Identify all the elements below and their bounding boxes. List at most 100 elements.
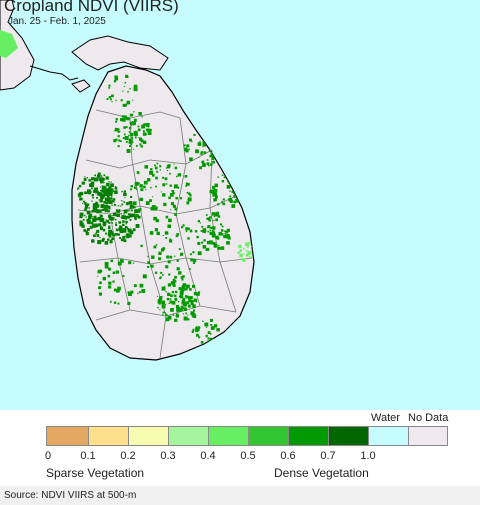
vegetation-pixel	[116, 209, 120, 213]
vegetation-pixel	[233, 195, 237, 198]
vegetation-pixel	[103, 181, 105, 184]
legend-tick-label: 0.3	[160, 450, 176, 462]
vegetation-pixel	[212, 234, 215, 238]
vegetation-pixel	[145, 123, 150, 127]
vegetation-pixel	[159, 169, 161, 171]
vegetation-pixel	[130, 195, 133, 198]
vegetation-pixel	[118, 221, 121, 224]
vegetation-pixel	[187, 304, 191, 308]
vegetation-pixel	[205, 137, 209, 140]
vegetation-pixel	[158, 257, 161, 261]
vegetation-pixel	[221, 180, 225, 183]
vegetation-pixel	[136, 209, 140, 213]
vegetation-pixel	[119, 130, 121, 132]
vegetation-pixel	[192, 314, 196, 318]
vegetation-pixel	[131, 114, 134, 117]
legend-swatch	[208, 426, 248, 446]
vegetation-pixel	[220, 223, 223, 226]
vegetation-pixel	[202, 245, 207, 249]
vegetation-pixel	[142, 132, 147, 136]
vegetation-pixel	[233, 201, 236, 203]
vegetation-pixel	[181, 278, 184, 281]
vegetation-pixel	[105, 219, 107, 221]
vegetation-pixel	[159, 165, 162, 168]
vegetation-pixel	[223, 234, 227, 239]
vegetation-pixel	[140, 188, 144, 192]
vegetation-pixel	[163, 285, 165, 287]
vegetation-pixel	[208, 225, 211, 227]
vegetation-pixel	[233, 192, 235, 195]
vegetation-pixel	[213, 219, 215, 222]
vegetation-pixel	[182, 313, 185, 315]
vegetation-pixel	[209, 231, 214, 235]
vegetation-pixel	[109, 300, 112, 303]
vegetation-pixel	[106, 98, 109, 100]
vegetation-pixel	[128, 201, 133, 205]
vegetation-pixel	[196, 235, 199, 239]
map-title: Cropland NDVI (VIIRS)	[4, 0, 179, 15]
vegetation-pixel	[217, 215, 221, 218]
vegetation-pixel	[79, 197, 82, 201]
vegetation-pixel	[165, 317, 170, 322]
vegetation-pixel	[149, 199, 152, 202]
vegetation-pixel	[202, 320, 204, 322]
vegetation-pixel	[115, 127, 119, 132]
vegetation-pixel	[135, 214, 139, 218]
vegetation-pixel	[117, 205, 120, 207]
vegetation-pixel	[138, 112, 142, 116]
vegetation-pixel	[92, 196, 94, 199]
vegetation-pixel	[102, 223, 106, 227]
vegetation-pixel	[83, 200, 85, 203]
vegetation-pixel	[101, 177, 105, 181]
vegetation-pixel	[103, 188, 108, 192]
vegetation-pixel	[226, 228, 230, 232]
vegetation-pixel	[192, 328, 195, 331]
vegetation-patches	[77, 74, 257, 344]
vegetation-pixel	[174, 166, 178, 170]
vegetation-pixel	[167, 164, 171, 168]
vegetation-pixel	[173, 163, 175, 165]
legend-color-bar	[46, 426, 448, 446]
vegetation-pixel	[170, 193, 174, 197]
vegetation-pixel	[168, 302, 170, 304]
vegetation-pixel	[164, 177, 168, 181]
vegetation-pixel	[135, 188, 138, 190]
vegetation-pixel	[93, 190, 95, 192]
vegetation-pixel	[114, 190, 118, 194]
vegetation-pixel	[135, 136, 137, 138]
vegetation-pixel	[128, 126, 132, 130]
vegetation-pixel	[192, 261, 195, 264]
vegetation-pixel	[213, 324, 218, 328]
vegetation-pixel	[97, 269, 102, 274]
vegetation-pixel	[130, 209, 133, 212]
vegetation-pixel	[144, 165, 148, 169]
vegetation-pixel	[206, 240, 211, 245]
vegetation-pixel	[237, 186, 240, 189]
vegetation-pixel	[128, 209, 130, 211]
vegetation-pixel	[174, 294, 177, 298]
vegetation-pixel	[174, 213, 177, 216]
vegetation-pixel	[128, 213, 133, 218]
vegetation-pixel	[217, 246, 221, 250]
vegetation-pixel	[235, 181, 238, 184]
vegetation-pixel	[182, 297, 186, 301]
vegetation-pixel	[108, 181, 110, 183]
vegetation-pixel	[103, 200, 106, 204]
vegetation-pixel	[167, 315, 172, 320]
vegetation-pixel	[221, 225, 224, 228]
vegetation-pixel	[112, 190, 115, 193]
vegetation-pixel	[120, 213, 122, 215]
vegetation-pixel	[206, 247, 210, 251]
vegetation-pixel	[117, 130, 120, 133]
vegetation-pixel	[131, 136, 134, 139]
vegetation-pixel	[129, 145, 132, 148]
vegetation-pixel	[160, 271, 163, 274]
vegetation-pixel	[175, 298, 178, 301]
vegetation-pixel	[107, 274, 111, 278]
vegetation-pixel	[195, 328, 199, 333]
vegetation-pixel	[118, 139, 121, 142]
vegetation-pixel	[165, 237, 168, 239]
vegetation-pixel	[254, 252, 257, 255]
vegetation-pixel	[130, 185, 133, 188]
vegetation-pixel	[237, 251, 240, 254]
